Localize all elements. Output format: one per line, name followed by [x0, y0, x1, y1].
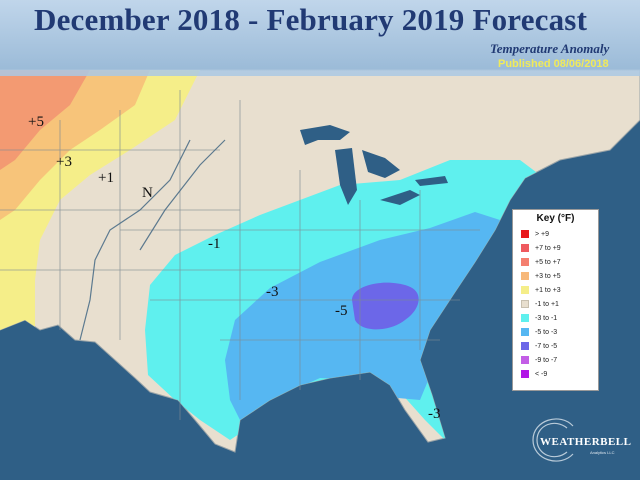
legend-label: -1 to +1: [535, 300, 559, 308]
legend-swatch: [521, 244, 529, 252]
legend-item: -3 to -1: [521, 312, 557, 324]
title-band: [0, 0, 640, 76]
anomaly-label-minus3-west: -3: [266, 284, 279, 300]
legend-item: > +9: [521, 228, 549, 240]
subtitle: Temperature Anomaly: [490, 41, 610, 56]
legend-label: +3 to +5: [535, 272, 561, 280]
legend-swatch: [521, 314, 529, 322]
anomaly-label-plus3: +3: [56, 154, 72, 170]
legend-label: > +9: [535, 230, 550, 238]
legend-item: +5 to +7: [521, 256, 561, 268]
logo-text: WEATHERBELL: [540, 436, 632, 448]
anomaly-label-minus1: -1: [208, 236, 221, 252]
legend: Key (°F) > +9 +7 to +9 +5 to +7 +3 to +5…: [512, 209, 599, 391]
legend-item: -9 to -7: [521, 354, 557, 366]
legend-label: -3 to -1: [535, 314, 558, 322]
legend-swatch: [521, 356, 529, 364]
legend-item: +7 to +9: [521, 242, 561, 254]
legend-swatch: [521, 258, 529, 266]
legend-label: +5 to +7: [535, 258, 561, 266]
legend-label: -7 to -5: [535, 342, 558, 350]
legend-item: +3 to +5: [521, 270, 561, 282]
legend-swatch: [521, 230, 529, 238]
rivers: [79, 139, 226, 341]
legend-swatch: [521, 300, 529, 308]
published-date: Published 08/06/2018: [498, 58, 609, 70]
anomaly-label-plus1: +1: [98, 170, 114, 186]
anomaly-label-plus5: +5: [28, 114, 44, 130]
legend-swatch: [521, 328, 529, 336]
zone-minus5-to-minus7: [352, 282, 419, 330]
legend-item: < -9: [521, 368, 547, 380]
legend-item: -5 to -3: [521, 326, 557, 338]
anomaly-label-n: N: [142, 185, 153, 201]
legend-label: < -9: [535, 370, 548, 378]
logo-subtext: Analytics LLC: [590, 450, 615, 455]
zone-plus5-to-plus7: [0, 70, 90, 170]
weatherbell-logo: [532, 418, 574, 462]
legend-title: Key (°F): [536, 213, 575, 224]
great-lakes: [300, 125, 448, 205]
page-title: December 2018 - February 2019 Forecast: [34, 2, 588, 37]
legend-item: -7 to -5: [521, 340, 557, 352]
legend-item: +1 to +3: [521, 284, 561, 296]
legend-swatch: [521, 370, 529, 378]
legend-label: -9 to -7: [535, 356, 558, 364]
legend-label: -5 to -3: [535, 328, 558, 336]
anomaly-label-minus3-florida: -3: [428, 406, 441, 422]
anomaly-label-minus5: -5: [335, 303, 348, 319]
legend-swatch: [521, 286, 529, 294]
legend-swatch: [521, 342, 529, 350]
state-boundaries: [0, 90, 480, 420]
legend-label: +7 to +9: [535, 244, 561, 252]
legend-item: -1 to +1: [521, 298, 559, 310]
legend-label: +1 to +3: [535, 286, 561, 294]
legend-swatch: [521, 272, 529, 280]
